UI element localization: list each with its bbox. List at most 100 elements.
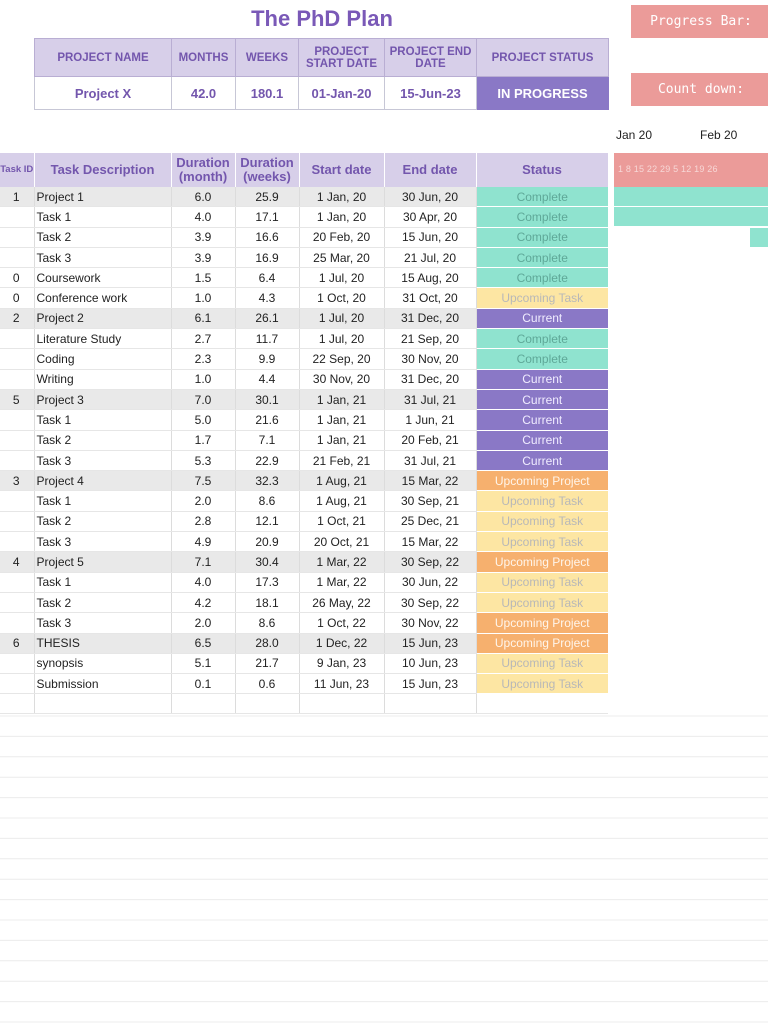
task-description-cell[interactable]: Task 3 <box>33 531 172 553</box>
status-cell[interactable]: Upcoming Project <box>476 470 608 492</box>
task-description-cell[interactable]: Writing <box>33 369 172 390</box>
task-id-cell[interactable] <box>0 409 34 431</box>
table-row[interactable]: Task 3 3.9 16.9 25 Mar, 20 21 Jul, 20 Complet… <box>0 247 608 269</box>
task-id-cell[interactable] <box>0 227 34 248</box>
end-date-cell[interactable]: 30 Nov, 20 <box>384 348 477 370</box>
duration-month-cell[interactable]: 6.0 <box>171 187 236 208</box>
empty-cell[interactable] <box>384 693 477 715</box>
duration-month-cell[interactable]: 5.0 <box>171 409 236 431</box>
task-id-cell[interactable] <box>0 653 34 675</box>
task-id-cell[interactable] <box>0 490 34 512</box>
task-description-cell[interactable]: Project 2 <box>33 308 172 330</box>
status-cell[interactable]: Upcoming Task <box>476 572 608 593</box>
end-date-cell[interactable]: 25 Dec, 21 <box>384 511 477 533</box>
duration-month-cell[interactable]: 1.7 <box>171 430 236 451</box>
end-date-cell[interactable]: 15 Jun, 23 <box>384 673 477 695</box>
start-date-cell[interactable]: 1 Mar, 22 <box>299 551 385 573</box>
status-cell[interactable]: Complete <box>476 227 608 248</box>
status-cell[interactable]: Upcoming Task <box>476 511 608 533</box>
task-id-cell[interactable] <box>0 531 34 553</box>
table-row[interactable]: Task 2 3.9 16.6 20 Feb, 20 15 Jun, 20 Complet… <box>0 227 608 248</box>
end-date-cell[interactable]: 30 Sep, 21 <box>384 490 477 512</box>
start-date-cell[interactable]: 1 Oct, 22 <box>299 612 385 634</box>
duration-weeks-cell[interactable]: 4.4 <box>235 369 300 390</box>
end-date-cell[interactable]: 31 Jul, 21 <box>384 389 477 411</box>
summary-end-date[interactable]: 15-Jun-23 <box>384 76 477 110</box>
task-id-cell[interactable] <box>0 328 34 350</box>
start-date-cell[interactable]: 26 May, 22 <box>299 592 385 614</box>
status-cell[interactable]: Current <box>476 450 608 472</box>
duration-weeks-cell[interactable]: 28.0 <box>235 633 300 654</box>
empty-cell[interactable] <box>0 693 34 715</box>
task-description-cell[interactable]: Coding <box>33 348 172 370</box>
table-row[interactable]: 6 THESIS 6.5 28.0 1 Dec, 22 15 Jun, 23 Upcomin… <box>0 633 608 654</box>
task-description-cell[interactable]: Task 2 <box>33 430 172 451</box>
duration-month-cell[interactable]: 1.0 <box>171 369 236 390</box>
duration-month-cell[interactable]: 1.5 <box>171 267 236 289</box>
task-id-cell[interactable]: 6 <box>0 633 34 654</box>
duration-month-cell[interactable]: 1.0 <box>171 287 236 309</box>
duration-weeks-cell[interactable]: 20.9 <box>235 531 300 553</box>
end-date-cell[interactable]: 15 Jun, 23 <box>384 633 477 654</box>
duration-weeks-cell[interactable]: 4.3 <box>235 287 300 309</box>
task-description-cell[interactable]: Coursework <box>33 267 172 289</box>
start-date-cell[interactable]: 1 Aug, 21 <box>299 490 385 512</box>
task-description-cell[interactable]: Task 3 <box>33 247 172 269</box>
duration-weeks-cell[interactable]: 6.4 <box>235 267 300 289</box>
end-date-cell[interactable]: 15 Mar, 22 <box>384 531 477 553</box>
task-id-cell[interactable]: 2 <box>0 308 34 330</box>
table-row[interactable]: Task 1 2.0 8.6 1 Aug, 21 30 Sep, 21 Upcoming … <box>0 490 608 512</box>
task-id-cell[interactable]: 0 <box>0 287 34 309</box>
duration-weeks-cell[interactable]: 22.9 <box>235 450 300 472</box>
task-description-cell[interactable]: Project 3 <box>33 389 172 411</box>
duration-month-cell[interactable]: 2.0 <box>171 490 236 512</box>
duration-weeks-cell[interactable]: 8.6 <box>235 490 300 512</box>
table-row[interactable]: Submission 0.1 0.6 11 Jun, 23 15 Jun, 23 Upco… <box>0 673 608 695</box>
duration-month-cell[interactable]: 7.5 <box>171 470 236 492</box>
duration-month-cell[interactable]: 6.1 <box>171 308 236 330</box>
task-id-cell[interactable] <box>0 511 34 533</box>
table-row[interactable]: Task 3 2.0 8.6 1 Oct, 22 30 Nov, 22 Upcoming … <box>0 612 608 634</box>
task-id-cell[interactable] <box>0 369 34 390</box>
duration-weeks-cell[interactable]: 30.1 <box>235 389 300 411</box>
task-description-cell[interactable]: Task 2 <box>33 227 172 248</box>
duration-month-cell[interactable]: 7.0 <box>171 389 236 411</box>
task-description-cell[interactable]: Project 1 <box>33 187 172 208</box>
duration-month-cell[interactable]: 7.1 <box>171 551 236 573</box>
table-row[interactable]: 4 Project 5 7.1 30.4 1 Mar, 22 30 Sep, 22 Upco… <box>0 551 608 573</box>
table-row[interactable]: 0 Coursework 1.5 6.4 1 Jul, 20 15 Aug, 20 Comp… <box>0 267 608 289</box>
duration-weeks-cell[interactable]: 7.1 <box>235 430 300 451</box>
end-date-cell[interactable]: 21 Jul, 20 <box>384 247 477 269</box>
summary-project-name[interactable]: Project X <box>34 76 172 110</box>
task-id-cell[interactable] <box>0 612 34 634</box>
duration-weeks-cell[interactable]: 16.6 <box>235 227 300 248</box>
status-cell[interactable]: Complete <box>476 206 608 228</box>
start-date-cell[interactable]: 1 Jan, 21 <box>299 389 385 411</box>
summary-months[interactable]: 42.0 <box>171 76 236 110</box>
status-cell[interactable]: Upcoming Project <box>476 551 608 573</box>
empty-row[interactable] <box>0 693 608 715</box>
duration-month-cell[interactable]: 3.9 <box>171 247 236 269</box>
start-date-cell[interactable]: 9 Jan, 23 <box>299 653 385 675</box>
end-date-cell[interactable]: 30 Jun, 20 <box>384 187 477 208</box>
status-cell[interactable]: Current <box>476 409 608 431</box>
table-row[interactable]: Writing 1.0 4.4 30 Nov, 20 31 Dec, 20 Current <box>0 369 608 390</box>
status-cell[interactable]: Complete <box>476 187 608 208</box>
start-date-cell[interactable]: 1 Jul, 20 <box>299 308 385 330</box>
task-id-cell[interactable] <box>0 247 34 269</box>
start-date-cell[interactable]: 1 Jan, 20 <box>299 187 385 208</box>
end-date-cell[interactable]: 30 Sep, 22 <box>384 551 477 573</box>
end-date-cell[interactable]: 30 Sep, 22 <box>384 592 477 614</box>
status-cell[interactable]: Upcoming Project <box>476 633 608 654</box>
task-description-cell[interactable]: Task 2 <box>33 511 172 533</box>
duration-weeks-cell[interactable]: 0.6 <box>235 673 300 695</box>
end-date-cell[interactable]: 30 Jun, 22 <box>384 572 477 593</box>
task-description-cell[interactable]: Task 2 <box>33 592 172 614</box>
table-row[interactable]: 3 Project 4 7.5 32.3 1 Aug, 21 15 Mar, 22 Upco… <box>0 470 608 492</box>
duration-month-cell[interactable]: 4.9 <box>171 531 236 553</box>
task-id-cell[interactable]: 0 <box>0 267 34 289</box>
empty-cell[interactable] <box>171 693 236 715</box>
duration-month-cell[interactable]: 2.0 <box>171 612 236 634</box>
task-description-cell[interactable]: THESIS <box>33 633 172 654</box>
status-cell[interactable]: Upcoming Project <box>476 612 608 634</box>
